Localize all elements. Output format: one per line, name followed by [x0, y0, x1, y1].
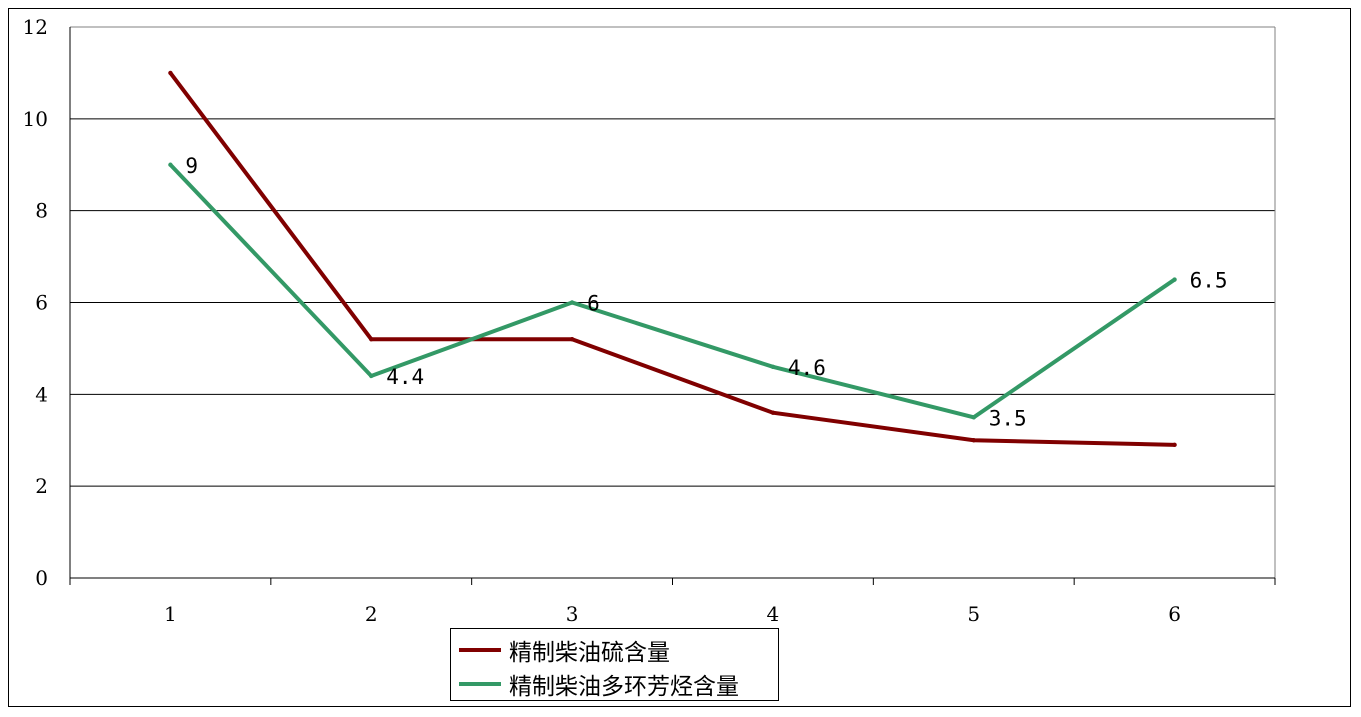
legend: 精制柴油硫含量 精制柴油多环芳烃含量: [450, 628, 779, 701]
legend-swatch-sulfur: [459, 648, 501, 652]
y-tick-label-12: 12: [23, 15, 48, 39]
legend-label-pah: 精制柴油多环芳烃含量: [509, 674, 739, 700]
y-tick-label-2: 2: [35, 474, 48, 498]
series-line-0: [168, 71, 1175, 447]
series-0-point-5: [971, 438, 976, 443]
legend-item-sulfur: 精制柴油硫含量: [459, 635, 670, 666]
data-label-series-1-point-3: 6: [587, 292, 600, 316]
data-labels: 9 4.4 6 4.6 3.5 6.5: [185, 154, 1227, 431]
x-tick-label-5: 5: [967, 602, 980, 626]
data-label-series-1-point-1: 9: [185, 154, 198, 178]
y-tick-label-10: 10: [23, 107, 48, 131]
y-tick-label-4: 4: [35, 382, 48, 406]
x-tick-label-1: 1: [164, 602, 177, 626]
series-1-point-1: [168, 162, 173, 167]
series-0-point-1: [168, 70, 173, 76]
data-label-series-1-point-2: 4.4: [386, 365, 424, 389]
series-line-1: [168, 163, 1176, 420]
legend-swatch-pah: [459, 682, 501, 686]
legend-item-pah: 精制柴油多环芳烃含量: [459, 669, 739, 700]
gridlines: [70, 26, 1275, 487]
data-label-series-1-point-6: 6.5: [1190, 269, 1228, 293]
chart-frame: [8, 8, 1351, 707]
series-1-point-4: [770, 364, 776, 369]
series-1-point-6: [1172, 277, 1177, 282]
data-label-series-1-point-4: 4.6: [788, 356, 826, 380]
series-1-point-3: [569, 300, 575, 305]
series-0-point-3: [569, 337, 575, 342]
x-tick-label-3: 3: [566, 602, 579, 626]
legend-label-sulfur: 精制柴油硫含量: [509, 640, 670, 666]
series-1-point-5: [971, 415, 976, 420]
y-tick-label-6: 6: [35, 291, 48, 315]
series-lines: [168, 70, 1177, 448]
series-0-point-6: [1172, 442, 1177, 448]
x-tick-label-4: 4: [767, 602, 780, 626]
series-0-point-2: [369, 337, 374, 342]
data-label-series-1-point-5: 3.5: [989, 406, 1027, 430]
x-tick-label-6: 6: [1168, 602, 1181, 626]
series-0-point-4: [770, 410, 776, 415]
series-1-point-2: [369, 373, 374, 379]
y-tick-label-0: 0: [35, 566, 48, 590]
x-tick-label-2: 2: [365, 602, 378, 626]
y-tick-label-8: 8: [35, 199, 48, 223]
